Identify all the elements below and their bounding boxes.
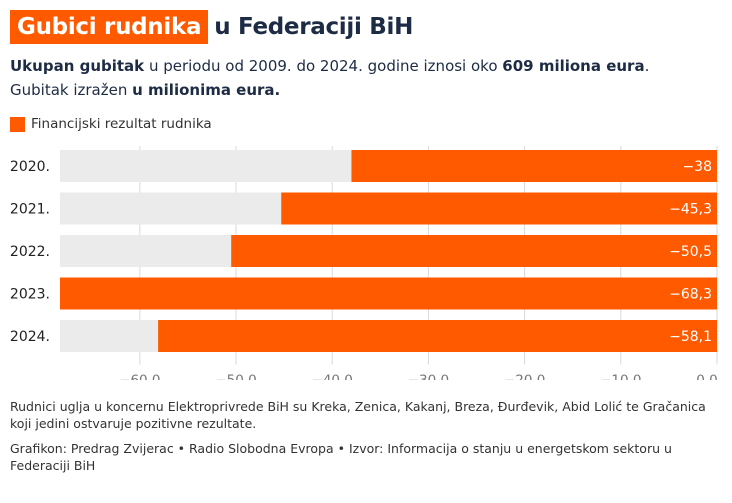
subtitle-text: u periodu od 2009. do 2024. godine iznos… — [144, 57, 503, 75]
legend-label: Financijski rezultat rudnika — [31, 116, 212, 132]
credit: Grafikon: Predrag Zvijerac • Radio Slobo… — [10, 441, 672, 473]
title-highlight: Gubici rudnika — [10, 10, 209, 44]
category-label: 2021. — [10, 202, 50, 218]
bar-chart: 2020. −38 2021. −45,3 2022. −50,5 2023. −68,3 20… — [10, 146, 718, 381]
subtitle-unit-bold: u milionima eura. — [132, 81, 281, 99]
bar — [351, 150, 717, 182]
category-label: 2024. — [10, 329, 50, 345]
chart-title: Gubici rudnika u Federaciji BiH — [10, 10, 413, 44]
value-label: −50,5 — [669, 244, 712, 260]
subtitle: Ukupan gubitak u periodu od 2009. do 202… — [10, 54, 722, 102]
title-rest: u Federaciji BiH — [214, 14, 414, 40]
value-label: −68,3 — [669, 287, 712, 303]
bar — [158, 320, 717, 352]
bar — [60, 277, 717, 310]
subtitle-line-2: Gubitak izražen u milionima eura. — [10, 78, 722, 102]
subtitle-bold-total: Ukupan gubitak — [10, 57, 145, 75]
legend-swatch — [10, 116, 25, 132]
x-tick-label: −40,0 — [312, 373, 353, 381]
footnote: Rudnici uglja u koncernu Elektroprivrede… — [10, 399, 706, 431]
x-tick-label: −50,0 — [215, 373, 256, 381]
x-tick-label: −10,0 — [600, 373, 641, 381]
value-label: −45,3 — [669, 202, 712, 218]
category-label: 2023. — [10, 287, 50, 303]
value-label: −58,1 — [669, 329, 712, 345]
bar — [231, 235, 718, 267]
value-label: −38 — [682, 159, 712, 175]
category-label: 2022. — [10, 244, 50, 260]
subtitle-unit-text: Gubitak izražen — [10, 81, 133, 99]
subtitle-bold-amount: 609 miliona eura — [502, 57, 645, 75]
x-tick-label: 0,0 — [696, 373, 717, 381]
x-tick-label: −20,0 — [504, 373, 545, 381]
subtitle-line-1: Ukupan gubitak u periodu od 2009. do 202… — [10, 54, 722, 78]
category-label: 2020. — [10, 159, 50, 175]
bar — [281, 192, 717, 225]
legend: Financijski rezultat rudnika — [10, 116, 212, 132]
x-tick-label: −30,0 — [408, 373, 449, 381]
x-tick-label: −60,0 — [119, 373, 160, 381]
subtitle-period: . — [644, 57, 650, 75]
